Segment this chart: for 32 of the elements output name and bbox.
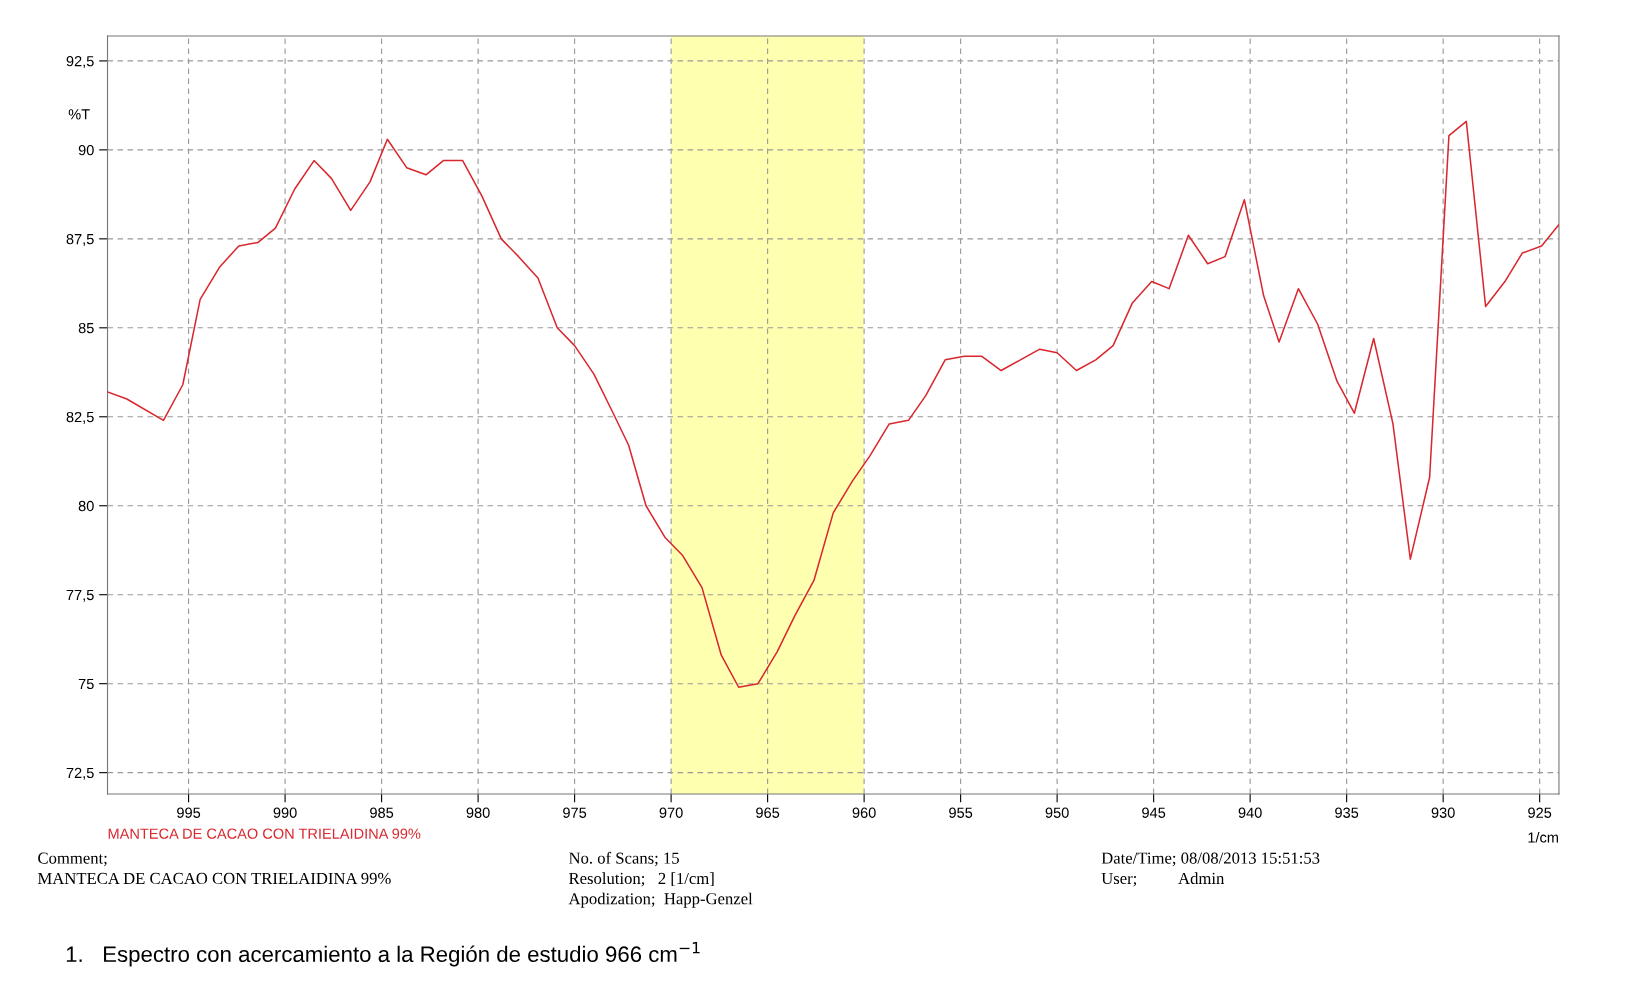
y-tick-label: 80: [78, 500, 94, 512]
x-tick-label: 945: [1142, 807, 1166, 818]
x-tick-label: 985: [370, 807, 394, 818]
text: Date/Time; 08/08/2013 15:51:53 User; Admin: [1101, 852, 1320, 887]
text: Comment; MANTECA DE CACAO CON TRIELAIDINA 99%: [37, 852, 391, 885]
x-tick-label: 965: [756, 807, 780, 818]
text: No. of Scans; 15 Resolution; 2 [1/cm] Apodization; Happ-Genzel: [568, 851, 753, 908]
y-tick-label: 87,5: [66, 233, 94, 246]
y-tick-label: 72,5: [66, 767, 94, 780]
line-series: [107, 120, 1559, 689]
x-tick-label: 955: [949, 807, 973, 818]
x-tick-label: 960: [852, 807, 876, 818]
x-tick-label: 925: [1528, 807, 1552, 818]
y-tick-label: 85: [78, 322, 94, 334]
x-tick-label: 990: [273, 807, 297, 818]
y-tick-label: 75: [78, 678, 94, 690]
x-tick-label: 980: [466, 807, 490, 818]
x-tick-label: 995: [177, 807, 201, 818]
y-tick-label: 90: [78, 144, 94, 156]
y-tick-label: 77,5: [66, 589, 94, 602]
x-tick-label: 970: [659, 807, 683, 818]
y-axis-title: %T: [68, 109, 90, 120]
x-axis-title: 1/cm: [1528, 831, 1558, 843]
y-tick-label: 92,5: [66, 56, 94, 69]
x-tick-label: 940: [1238, 807, 1262, 818]
text: MANTECA DE CACAO CON TRIELAIDINA 99%: [108, 828, 421, 839]
x-tick-label: 975: [563, 807, 587, 818]
x-tick-label: 950: [1045, 807, 1069, 818]
x-tick-label: 930: [1431, 807, 1455, 818]
x-tick-label: 935: [1335, 807, 1359, 818]
text: 1. Espectro con acercamiento a la Región de estudio 966 cm$^{−1}$: [66, 942, 700, 967]
y-tick-label: 82,5: [66, 411, 94, 424]
